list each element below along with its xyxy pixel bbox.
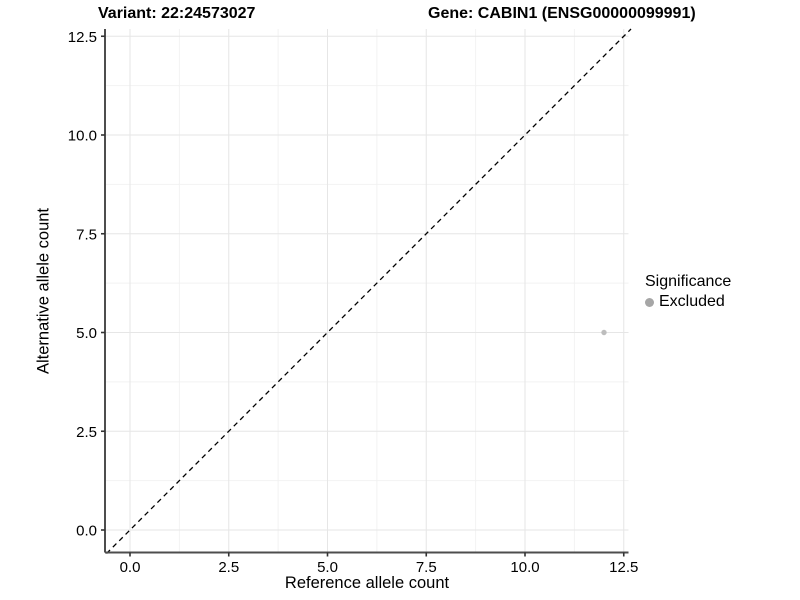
excluded-point-icon (645, 297, 654, 307)
svg-text:5.0: 5.0 (317, 559, 338, 576)
svg-text:10.0: 10.0 (510, 559, 539, 576)
legend: Significance Excluded (645, 273, 731, 311)
svg-text:0.0: 0.0 (76, 523, 97, 540)
data-point (601, 329, 607, 336)
legend-title: Significance (645, 273, 732, 290)
legend-item-label: Excluded (659, 293, 725, 310)
svg-text:12.5: 12.5 (609, 559, 638, 576)
svg-text:7.5: 7.5 (76, 226, 97, 243)
svg-text:2.5: 2.5 (76, 424, 97, 441)
plot-title-variant: Variant: 22:24573027 (98, 5, 256, 22)
legend-item-excluded: Excluded (645, 293, 731, 311)
svg-text:5.0: 5.0 (76, 325, 97, 342)
svg-text:12.5: 12.5 (68, 29, 97, 46)
svg-text:0.0: 0.0 (120, 559, 141, 576)
svg-text:10.0: 10.0 (68, 128, 97, 145)
svg-text:7.5: 7.5 (416, 559, 437, 576)
x-axis-title: Reference allele count (284, 574, 450, 592)
svg-text:2.5: 2.5 (218, 559, 239, 576)
plot-title-gene: Gene: CABIN1 (ENSG00000099991) (428, 5, 696, 22)
